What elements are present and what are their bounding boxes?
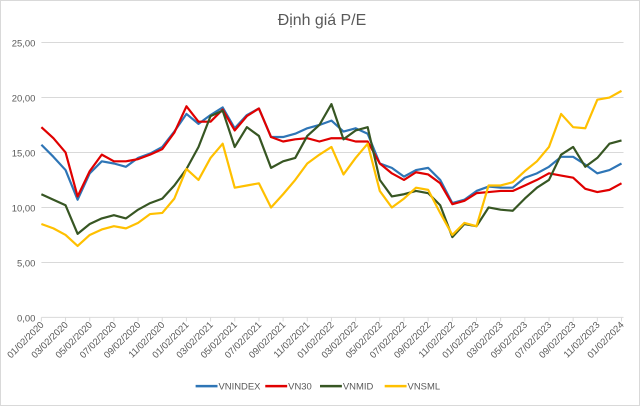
series-line-vn30 [40,105,623,206]
legend-label: VNINDEX [219,382,262,393]
legend: VNINDEX VN30 VNMID VNSML [195,382,441,393]
y-tick-label: 20,00 [12,93,36,104]
y-axis-ticks: 0,00 5,00 10,00 15,00 20,00 25,00 [12,38,36,324]
series-line-vnindex [40,106,623,205]
x-axis-ticks: 01/02/202003/02/202005/02/202007/02/2020… [5,317,627,361]
legend-label: VN30 [288,382,312,393]
legend-label: VNMID [343,382,374,393]
y-tick-label: 5,00 [17,258,35,269]
y-tick-label: 0,00 [17,313,35,324]
series-line-vnmid [40,102,622,239]
legend-label: VNSML [408,382,441,393]
chart-title: Định giá P/E [278,12,366,29]
gridlines [41,41,624,318]
y-tick-label: 10,00 [12,203,36,214]
series-lines [40,89,623,248]
series-line-vnsml [41,89,623,248]
y-tick-label: 15,00 [12,148,36,159]
y-tick-label: 25,00 [12,38,36,49]
